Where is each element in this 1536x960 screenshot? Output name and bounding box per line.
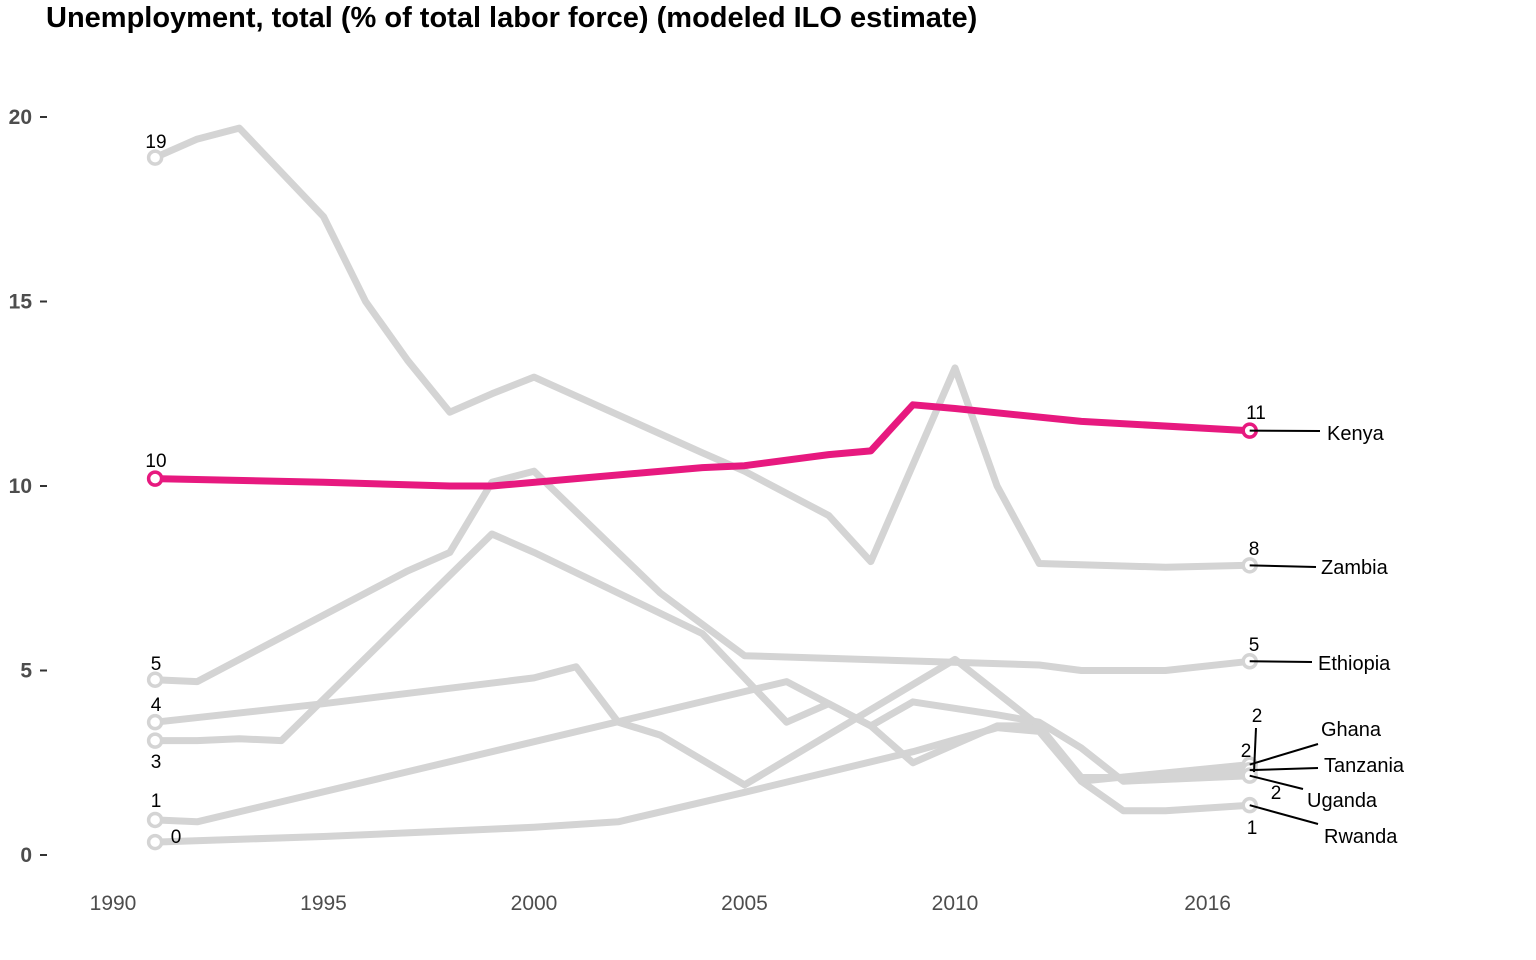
start-value-label-uganda: 1: [151, 791, 162, 812]
start-value-label-kenya: 10: [145, 451, 166, 472]
end-value-label-uganda: 2: [1271, 783, 1282, 804]
start-point-uganda: [146, 811, 164, 829]
series-line-ethiopia: [151, 467, 1254, 686]
label-connector-uganda: [1249, 774, 1304, 790]
label-connector-tanzania: [1249, 767, 1319, 772]
start-value-label-zambia: 19: [145, 132, 166, 153]
country-label-uganda: Uganda: [1307, 790, 1378, 812]
end-value-label-ghana: 2: [1252, 706, 1263, 727]
y-tick-label: 0: [20, 844, 32, 867]
country-label-tanzania: Tanzania: [1324, 755, 1405, 777]
x-tick-label: 1990: [90, 892, 137, 915]
x-tick-label: 1995: [300, 892, 347, 915]
start-value-label-rwanda: 0: [171, 827, 182, 848]
series-line-uganda: [151, 678, 1254, 826]
end-value-label-ethiopia: 5: [1249, 635, 1260, 656]
label-connector-ghana-value: [1253, 727, 1257, 773]
country-label-kenya: Kenya: [1327, 423, 1385, 445]
start-value-label-ethiopia: 5: [151, 654, 162, 675]
end-value-label-zambia: 8: [1249, 539, 1260, 560]
y-tick-label: 5: [20, 660, 32, 683]
x-tick-label: 2005: [721, 892, 768, 915]
start-point-rwanda: [146, 833, 164, 851]
label-connector-ethiopia: [1249, 660, 1313, 663]
series-line-kenya: [151, 401, 1254, 490]
y-tick-label: 10: [9, 475, 32, 498]
y-tick-label: 15: [9, 291, 33, 314]
end-value-label-kenya: 11: [1246, 403, 1266, 424]
start-value-label-tanzania: 3: [151, 752, 162, 773]
label-connector-rwanda: [1249, 804, 1319, 825]
series-line-zambia: [151, 124, 1254, 571]
start-point-ghana: [146, 713, 164, 731]
value-labels: Zambia 8 19 Ethiopia 5 5 Ghana 2 4 Tanzania 2 3 Ugan…: [145, 132, 1405, 848]
country-label-rwanda: Rwanda: [1324, 826, 1398, 848]
start-value-label-ghana: 4: [151, 695, 162, 716]
endpoint-markers: [146, 149, 1258, 851]
start-point-zambia: [146, 149, 164, 166]
chart-title: Unemployment, total (% of total labor fo…: [46, 2, 978, 34]
start-point-ethiopia: [146, 671, 164, 688]
background-series: [151, 124, 1254, 846]
country-label-ghana: Ghana: [1321, 719, 1382, 741]
highlighted-series: [151, 401, 1254, 490]
series-line-rwanda: [151, 724, 1254, 846]
x-tick-label: 2000: [511, 892, 558, 915]
end-value-label-tanzania: 2: [1241, 741, 1252, 762]
start-point-tanzania: [146, 732, 164, 749]
label-connector-ghana: [1249, 743, 1319, 766]
country-label-ethiopia: Ethiopia: [1318, 653, 1391, 675]
x-tick-label: 2010: [932, 892, 979, 915]
x-tick-label: 2016: [1184, 892, 1231, 915]
y-tick-label: 20: [9, 106, 32, 129]
country-label-zambia: Zambia: [1321, 557, 1389, 579]
series-line-ghana: [151, 655, 1254, 789]
end-value-label-rwanda: 1: [1247, 818, 1258, 839]
start-point-kenya: [146, 470, 164, 487]
label-connector-zambia: [1249, 564, 1317, 568]
series-line-tanzania: [151, 530, 1254, 781]
